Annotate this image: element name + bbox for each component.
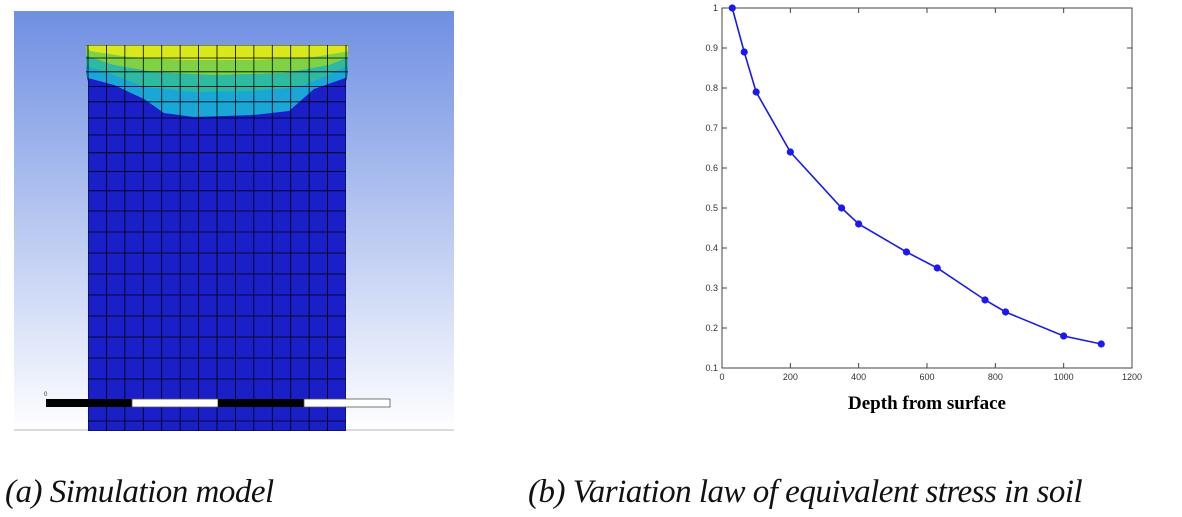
- y-tick-label: 1: [713, 3, 718, 13]
- y-axis: 0.1 0.2 0.3 0.4 0.5 0.6 0.7 0.8 0.9 1: [705, 3, 1132, 373]
- y-tick-label: 0.6: [705, 163, 718, 173]
- data-point: [728, 4, 736, 12]
- x-axis: 0 200 400 600 800 1000 1200: [719, 8, 1142, 382]
- x-tick-label: 800: [988, 372, 1003, 382]
- x-tick-label: 0: [719, 372, 724, 382]
- y-tick-label: 0.2: [705, 323, 718, 333]
- scale-bar-segment: [131, 398, 219, 408]
- x-tick-label: 1000: [1054, 372, 1074, 382]
- scale-bar-segment: [303, 398, 391, 408]
- y-tick-label: 0.8: [705, 83, 718, 93]
- x-tick-label: 1200: [1122, 372, 1142, 382]
- data-point: [1001, 308, 1010, 316]
- x-tick-label: 600: [919, 372, 934, 382]
- data-point: [786, 148, 794, 156]
- x-tick-label: 400: [851, 372, 866, 382]
- y-tick-label: 0.1: [705, 363, 718, 373]
- y-tick-label: 0.4: [705, 243, 718, 253]
- caption-simulation-model: (a) Simulation model: [5, 474, 274, 510]
- scale-bar-segment: [218, 399, 304, 407]
- data-point: [855, 220, 863, 228]
- data-point: [1060, 332, 1068, 340]
- data-point: [902, 248, 911, 256]
- y-tick-label: 0.3: [705, 283, 718, 293]
- data-point: [740, 48, 748, 56]
- scale-bar-segment: [46, 399, 132, 407]
- data-point: [933, 264, 941, 272]
- x-axis-label: Depth from surface: [848, 393, 1006, 414]
- y-tick-label: 0.7: [705, 123, 718, 133]
- y-tick-label: 0.5: [705, 203, 718, 213]
- stress-depth-chart: 0.1 0.2 0.3 0.4 0.5 0.6 0.7 0.8 0.9 1 0 200 400 600 8…: [705, 3, 1142, 414]
- scale-bar: 0: [44, 392, 391, 408]
- caption-stress-variation: (b) Variation law of equivalent stress i…: [528, 474, 1083, 510]
- data-point: [981, 296, 989, 304]
- data-point: [1097, 340, 1105, 348]
- series-line: [731, 7, 1102, 345]
- simulation-model-figure: 0: [14, 11, 454, 431]
- data-point: [752, 88, 760, 96]
- data-point: [837, 204, 846, 212]
- y-tick-label: 0.9: [705, 43, 718, 53]
- soil-body: [86, 45, 348, 431]
- scale-bar-left-label: 0: [44, 392, 48, 398]
- x-tick-label: 200: [783, 372, 798, 382]
- series-line-group: [728, 4, 1105, 348]
- stress-contour-band-1: [86, 45, 348, 60]
- plot-area: [721, 7, 1133, 369]
